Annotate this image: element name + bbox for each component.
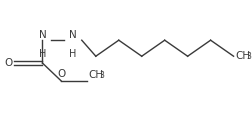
Text: H: H <box>39 49 46 59</box>
Text: N: N <box>69 30 77 40</box>
Text: H: H <box>69 49 77 59</box>
Text: 3: 3 <box>246 52 251 61</box>
Text: N: N <box>39 30 46 40</box>
Text: O: O <box>57 69 65 79</box>
Text: 3: 3 <box>99 71 104 80</box>
Text: CH: CH <box>88 70 103 80</box>
Text: CH: CH <box>235 51 250 61</box>
Text: O: O <box>4 58 12 68</box>
